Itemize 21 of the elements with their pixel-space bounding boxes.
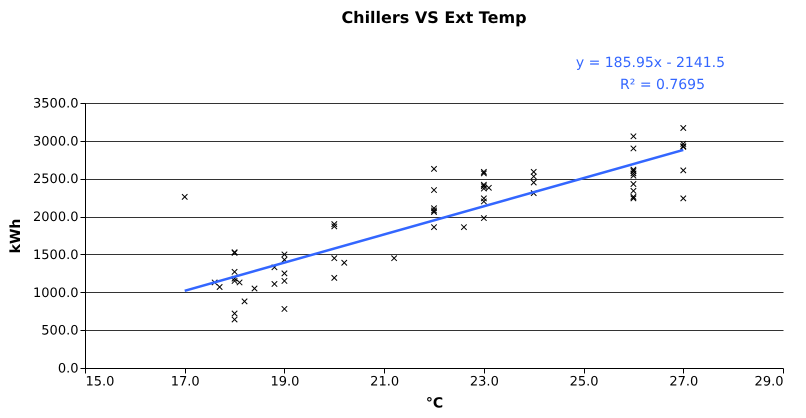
x-tick-label: 25.0 [570, 374, 599, 390]
x-tick-label: 27.0 [669, 374, 698, 390]
y-tick-label: 1000.0 [33, 286, 78, 301]
x-tick-label: 29.0 [754, 374, 784, 390]
x-tick-label: 15.0 [86, 374, 114, 390]
y-tick-label: 3500.0 [33, 96, 78, 112]
x-tick-label: 19.0 [270, 374, 300, 390]
x-axis-title: °C [426, 396, 444, 412]
text: y = 185.95x - 2141.5 [576, 55, 725, 71]
y-tick-label: 2500.0 [33, 172, 78, 188]
y-tick-label: 1500.0 [33, 248, 78, 263]
y-tick-label: 3000.0 [33, 134, 78, 150]
x-tick-label: 21.0 [370, 374, 400, 390]
y-tick-label: 2000.0 [33, 210, 78, 226]
x-tick-label: 23.0 [470, 374, 499, 390]
y-tick-label: 0.0 [58, 362, 78, 376]
y-tick-label: 500.0 [41, 324, 78, 339]
chart-title: Chillers VS Ext Temp [341, 8, 527, 27]
x-tick-label: 17.0 [170, 374, 200, 390]
y-axis-title: kWh [8, 218, 24, 254]
text: R² = 0.7695 [620, 77, 705, 93]
